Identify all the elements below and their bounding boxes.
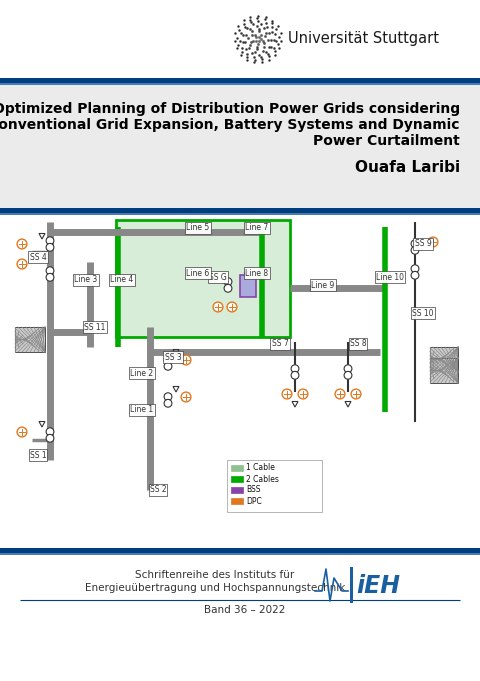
Bar xyxy=(116,220,290,337)
Text: BSS: BSS xyxy=(246,486,261,494)
Bar xyxy=(0,552,480,554)
Bar xyxy=(430,347,458,372)
Text: 1 Cable: 1 Cable xyxy=(246,464,275,473)
Text: SS 7: SS 7 xyxy=(272,340,288,349)
Circle shape xyxy=(46,237,54,244)
Text: Line 4: Line 4 xyxy=(110,276,133,285)
Circle shape xyxy=(164,393,172,400)
Circle shape xyxy=(46,434,54,442)
Text: SS 8: SS 8 xyxy=(350,340,366,349)
Circle shape xyxy=(282,389,292,399)
Text: Power Curtailment: Power Curtailment xyxy=(313,134,460,148)
Bar xyxy=(0,212,480,215)
Text: Line 8: Line 8 xyxy=(245,268,269,277)
Text: Line 9: Line 9 xyxy=(312,281,335,289)
Text: Optimized Planning of Distribution Power Grids considering: Optimized Planning of Distribution Power… xyxy=(0,102,460,116)
Circle shape xyxy=(181,355,191,365)
Bar xyxy=(231,487,243,493)
Bar xyxy=(0,0,480,78)
Circle shape xyxy=(291,365,299,373)
Text: Line 2: Line 2 xyxy=(131,368,154,377)
Circle shape xyxy=(46,267,54,274)
Text: Line 10: Line 10 xyxy=(376,272,404,281)
Circle shape xyxy=(17,427,27,437)
Bar xyxy=(240,275,256,297)
Circle shape xyxy=(164,399,172,407)
Bar xyxy=(0,208,480,212)
Text: Line 7: Line 7 xyxy=(245,223,269,232)
Text: Band 36 – 2022: Band 36 – 2022 xyxy=(204,605,286,615)
Circle shape xyxy=(428,237,438,247)
Bar xyxy=(350,567,353,603)
Text: 2 Cables: 2 Cables xyxy=(246,475,279,484)
Bar xyxy=(0,548,480,552)
Circle shape xyxy=(344,365,352,373)
Circle shape xyxy=(224,285,232,292)
Bar xyxy=(231,498,243,504)
Circle shape xyxy=(411,240,419,248)
Circle shape xyxy=(351,389,361,399)
Circle shape xyxy=(227,302,237,312)
Text: SS 11: SS 11 xyxy=(84,323,106,332)
Text: Line 3: Line 3 xyxy=(74,276,97,285)
Text: SS 4: SS 4 xyxy=(30,253,47,262)
Text: SS 2: SS 2 xyxy=(150,486,166,494)
Bar xyxy=(15,327,45,352)
Bar xyxy=(0,554,480,681)
Circle shape xyxy=(411,247,419,254)
Text: Energieuübertragung und Hochspannungstechnik: Energieuübertragung und Hochspannungstec… xyxy=(85,583,345,593)
Text: SS G: SS G xyxy=(209,272,227,281)
Bar xyxy=(0,84,480,208)
Circle shape xyxy=(46,428,54,436)
Text: SS 3: SS 3 xyxy=(165,353,181,362)
Bar xyxy=(0,215,480,545)
Text: Line 5: Line 5 xyxy=(186,223,210,232)
Circle shape xyxy=(17,239,27,249)
Text: Conventional Grid Expansion, Battery Systems and Dynamic: Conventional Grid Expansion, Battery Sys… xyxy=(0,118,460,132)
Text: Line 1: Line 1 xyxy=(131,405,154,415)
Text: Line 6: Line 6 xyxy=(186,268,210,277)
Circle shape xyxy=(411,272,419,279)
Bar xyxy=(0,82,480,84)
Circle shape xyxy=(291,371,299,379)
Circle shape xyxy=(17,259,27,269)
Text: DPC: DPC xyxy=(246,496,262,505)
Bar xyxy=(227,460,322,512)
Circle shape xyxy=(181,392,191,402)
Text: iEH: iEH xyxy=(356,574,400,598)
Bar xyxy=(231,465,243,471)
Circle shape xyxy=(213,302,223,312)
Text: SS 1: SS 1 xyxy=(30,451,46,460)
Text: Ouafa Laribi: Ouafa Laribi xyxy=(355,160,460,175)
Bar xyxy=(0,78,480,82)
Text: SS 10: SS 10 xyxy=(412,308,434,317)
Circle shape xyxy=(224,278,232,285)
Circle shape xyxy=(298,389,308,399)
Circle shape xyxy=(344,371,352,379)
Circle shape xyxy=(335,389,345,399)
Text: Universität Stuttgart: Universität Stuttgart xyxy=(288,31,439,46)
Circle shape xyxy=(411,265,419,272)
Bar xyxy=(231,476,243,482)
Text: Schriftenreihe des Instituts für: Schriftenreihe des Instituts für xyxy=(135,570,295,580)
Circle shape xyxy=(164,362,172,370)
Circle shape xyxy=(164,355,172,364)
Circle shape xyxy=(46,273,54,281)
Text: SS 9: SS 9 xyxy=(415,240,432,249)
Circle shape xyxy=(46,243,54,251)
Bar xyxy=(430,358,458,383)
